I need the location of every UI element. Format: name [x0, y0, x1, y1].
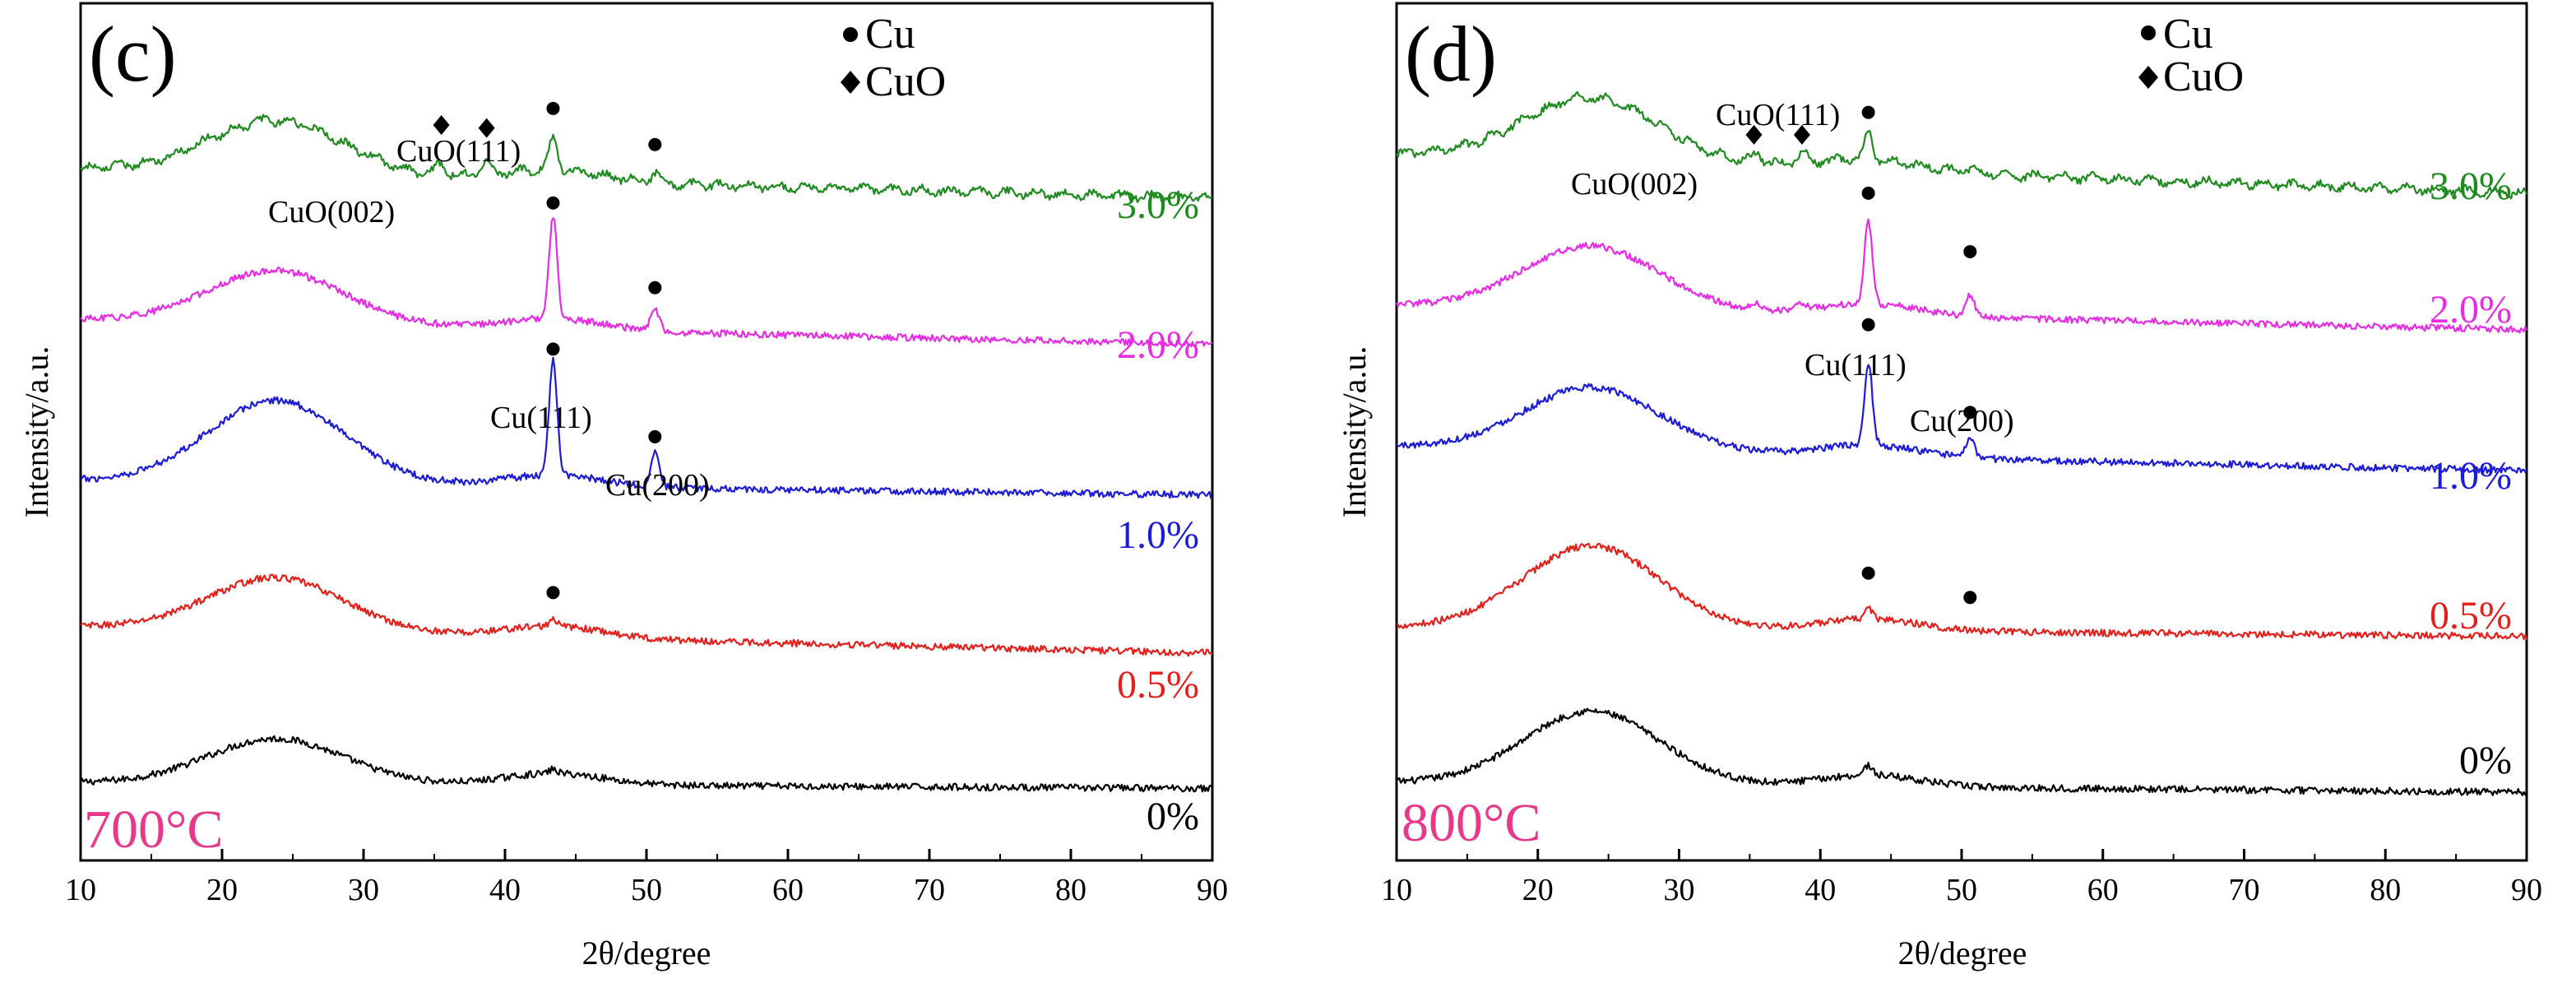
- cu-peak-marker: [648, 281, 662, 294]
- temperature-label: 800°C: [1402, 793, 1541, 853]
- cu-peak-marker: [1861, 186, 1875, 200]
- legend-cu-marker: [843, 27, 858, 42]
- cuo-peak-marker: [478, 118, 495, 138]
- series-layer: [1395, 90, 2528, 796]
- series-label-2-0: 2.0%: [2430, 288, 2512, 332]
- annotation-cuo-002: CuO(002): [1571, 167, 1698, 202]
- cu-peak-marker: [1963, 244, 1977, 258]
- series-3-0pct-trace: [80, 114, 1213, 203]
- series-2-0pct-trace: [1395, 218, 2528, 334]
- x-tick-label: 10: [65, 873, 96, 907]
- legend-cuo-marker: [841, 71, 860, 94]
- series-label-1-0: 1.0%: [1117, 513, 1199, 557]
- x-tick-label: 90: [1197, 873, 1228, 907]
- cu-peak-marker: [1963, 406, 1977, 420]
- temperature-label: 700°C: [84, 800, 223, 860]
- y-axis-label: Intensity/a.u.: [1336, 346, 1373, 518]
- annotation-cuo-111: CuO(111): [396, 134, 521, 169]
- series-1-0pct-trace: [1396, 364, 2527, 475]
- annotation-cu-200: Cu(200): [1910, 404, 2014, 438]
- series-label-0: 0%: [1147, 795, 1199, 838]
- x-tick-label: 50: [1946, 873, 1977, 907]
- cu-peak-marker: [1861, 318, 1875, 332]
- x-tick-label: 40: [489, 873, 521, 907]
- cu-peak-marker: [1861, 105, 1875, 119]
- series-label-0: 0%: [2459, 739, 2512, 782]
- cuo-peak-marker: [433, 115, 450, 136]
- tick-layer: 10 20 30 40 50 60 70 80 90: [65, 849, 1228, 907]
- annotation-cu-111: Cu(111): [490, 401, 592, 435]
- series-label-3-0: 3.0%: [1117, 183, 1199, 227]
- annotation-cu-111: Cu(111): [1805, 348, 1907, 383]
- x-tick-label: 50: [631, 873, 662, 907]
- cu-peak-marker: [546, 586, 560, 600]
- series-2-0pct-trace: [80, 217, 1213, 348]
- series-label-0-5: 0.5%: [1117, 663, 1199, 707]
- series-3-0pct-trace: [1395, 90, 2528, 200]
- series-0pct-trace: [80, 735, 1213, 793]
- series-label-0-5: 0.5%: [2430, 594, 2512, 638]
- legend-cuo-marker: [2138, 66, 2158, 89]
- x-tick-label: 90: [2511, 873, 2542, 907]
- plot-frame: [79, 2, 1214, 862]
- x-axis-label: 2θ/degree: [1898, 934, 2027, 971]
- cuo-peak-marker: [1793, 124, 1810, 145]
- panel-label: (c): [89, 10, 177, 98]
- cu-peak-marker: [546, 196, 560, 210]
- x-tick-label: 30: [348, 873, 379, 907]
- legend-cuo-label: CuO: [865, 58, 946, 105]
- cu-peak-marker: [546, 342, 560, 356]
- legend-cu-label: Cu: [865, 11, 915, 58]
- series-1-0pct-trace: [80, 356, 1213, 499]
- x-tick-label: 70: [2229, 873, 2260, 907]
- panel-c: 10 20 30 40 50 60 70 80 90 (c) 700°C 2θ/degree I…: [18, 2, 1228, 971]
- x-tick-label: 20: [1522, 873, 1554, 907]
- cuo-peak-marker: [1745, 124, 1763, 145]
- legend-cu-marker: [2141, 26, 2156, 40]
- cu-peak-marker: [1963, 591, 1977, 605]
- series-label-2-0: 2.0%: [1117, 323, 1199, 367]
- panel-label: (d): [1405, 10, 1497, 98]
- cu-peak-marker: [1861, 566, 1875, 580]
- legend-cuo-label: CuO: [2163, 53, 2244, 100]
- x-tick-label: 30: [1664, 873, 1695, 907]
- series-label-1-0: 1.0%: [2430, 454, 2512, 498]
- cu-peak-marker: [648, 137, 662, 151]
- x-tick-label: 70: [914, 873, 945, 907]
- cu-peak-marker: [648, 429, 662, 443]
- series-0-5pct-trace: [1396, 542, 2528, 641]
- cu-peak-marker: [546, 101, 560, 115]
- series-0pct-trace: [1396, 707, 2527, 796]
- x-tick-label: 60: [2087, 873, 2119, 907]
- series-0-5pct-trace: [80, 573, 1213, 657]
- annotation-cuo-002: CuO(002): [268, 195, 395, 230]
- x-axis-label: 2θ/degree: [582, 934, 711, 971]
- x-tick-label: 40: [1805, 873, 1836, 907]
- x-tick-label: 60: [772, 873, 804, 907]
- tick-layer: 10 20 30 40 50 60 70 80 90: [1381, 849, 2542, 907]
- annotation-cuo-111: CuO(111): [1716, 98, 1840, 132]
- y-axis-label: Intensity/a.u.: [18, 346, 55, 518]
- x-tick-label: 10: [1381, 873, 1412, 907]
- x-tick-label: 20: [206, 873, 238, 907]
- x-tick-label: 80: [2370, 873, 2401, 907]
- annotation-cu-200: Cu(200): [605, 468, 710, 503]
- legend-cu-label: Cu: [2163, 11, 2213, 58]
- x-tick-label: 80: [1055, 873, 1086, 907]
- series-layer: [80, 101, 1213, 793]
- panel-d: 10 20 30 40 50 60 70 80 90 (d) 800°C 2θ/degree I…: [1336, 2, 2542, 971]
- series-label-3-0: 3.0%: [2430, 165, 2512, 208]
